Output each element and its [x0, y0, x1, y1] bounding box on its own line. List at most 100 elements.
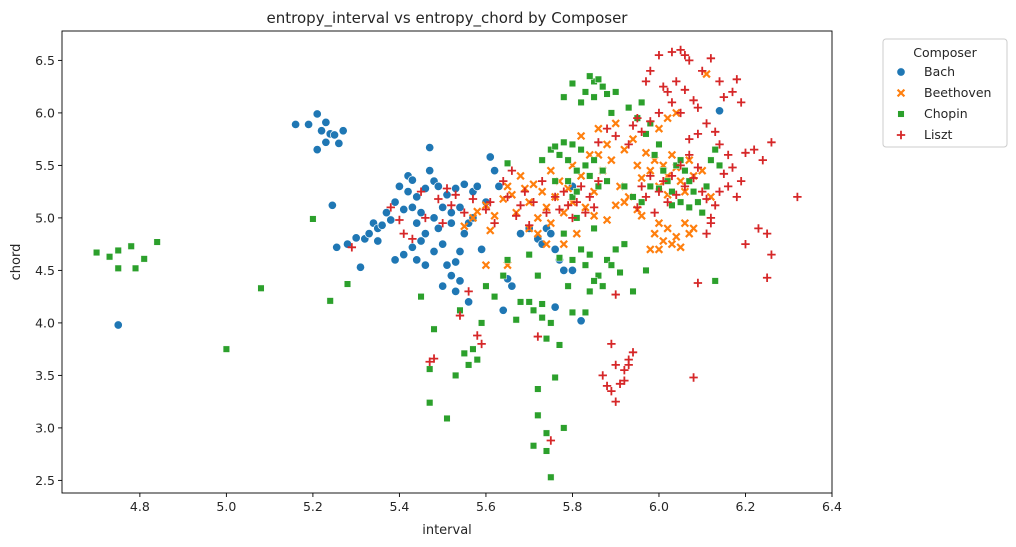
point-bach: [412, 192, 422, 202]
point-chopin: [607, 109, 615, 117]
point-liszt: [793, 192, 802, 202]
point-chopin: [646, 182, 654, 190]
point-liszt: [490, 218, 499, 228]
point-liszt: [680, 50, 690, 60]
point-bach: [355, 262, 366, 272]
point-bach: [455, 246, 465, 257]
legend-marker-beethoven: [896, 88, 906, 98]
point-chopin: [542, 335, 551, 343]
point-liszt: [646, 117, 655, 126]
point-chopin: [581, 161, 589, 169]
point-liszt: [667, 98, 677, 107]
point-beethoven: [637, 211, 646, 220]
point-chopin: [426, 399, 434, 407]
point-liszt: [602, 381, 612, 391]
point-beethoven: [486, 226, 495, 235]
point-beethoven: [650, 229, 659, 238]
point-liszt: [685, 56, 694, 65]
point-liszt: [723, 182, 733, 191]
point-beethoven: [637, 173, 646, 183]
point-liszt: [698, 187, 707, 196]
point-liszt: [477, 339, 486, 349]
point-liszt: [754, 224, 763, 233]
point-chopin: [629, 287, 637, 295]
point-chopin: [504, 256, 512, 264]
point-chopin: [309, 215, 317, 223]
point-beethoven: [589, 211, 599, 220]
point-liszt: [503, 192, 512, 202]
point-beethoven: [654, 218, 664, 228]
point-chopin: [573, 188, 581, 196]
point-bach: [304, 119, 314, 129]
point-liszt: [611, 397, 620, 406]
point-chopin: [629, 193, 637, 201]
legend-title: Composer: [913, 45, 977, 60]
point-liszt: [637, 127, 646, 136]
point-bach: [373, 236, 383, 246]
point-liszt: [559, 187, 568, 196]
point-liszt: [654, 108, 664, 118]
point-beethoven: [546, 166, 555, 175]
point-liszt: [749, 145, 759, 154]
point-bach: [559, 265, 569, 275]
point-liszt: [667, 47, 677, 57]
point-liszt: [460, 208, 469, 217]
x-tick-label: 5.4: [389, 499, 409, 514]
point-bach: [550, 302, 560, 312]
point-chopin: [594, 272, 602, 280]
point-chopin: [114, 246, 122, 254]
point-beethoven: [663, 224, 672, 233]
point-bach: [451, 257, 461, 267]
point-beethoven: [611, 201, 620, 210]
point-bach: [399, 204, 409, 215]
point-beethoven: [576, 131, 586, 141]
point-beethoven: [676, 243, 685, 252]
point-liszt: [481, 205, 491, 214]
y-tick-label: 3.5: [35, 368, 55, 383]
point-chopin: [106, 253, 114, 261]
point-chopin: [620, 182, 628, 190]
point-chopin: [542, 429, 551, 437]
x-tick-label: 5.0: [216, 499, 236, 514]
x-tick-label: 4.8: [130, 499, 150, 514]
point-bach: [490, 166, 500, 176]
point-bach: [714, 106, 725, 116]
point-chopin: [140, 255, 148, 263]
point-liszt: [736, 176, 746, 186]
point-bach: [412, 218, 422, 228]
point-liszt: [732, 192, 742, 202]
point-bach: [498, 305, 508, 315]
point-liszt: [659, 82, 668, 91]
point-beethoven: [542, 239, 551, 249]
point-liszt: [767, 250, 776, 259]
point-beethoven: [633, 161, 642, 170]
point-chopin: [560, 424, 568, 432]
point-liszt: [633, 113, 642, 123]
point-chopin: [443, 414, 451, 422]
legend-label-beethoven: Beethoven: [924, 85, 991, 100]
point-chopin: [482, 282, 490, 290]
point-liszt: [676, 108, 685, 118]
point-chopin: [620, 240, 628, 248]
point-bach: [455, 276, 465, 286]
point-chopin: [491, 293, 499, 301]
point-liszt: [594, 176, 603, 186]
point-liszt: [706, 218, 716, 228]
point-beethoven: [646, 245, 655, 254]
point-liszt: [698, 66, 707, 76]
series-chopin: [93, 72, 724, 481]
point-chopin: [499, 272, 507, 280]
point-beethoven: [628, 134, 638, 144]
point-chopin: [568, 256, 576, 264]
point-liszt: [347, 243, 357, 252]
point-liszt: [555, 205, 564, 214]
point-chopin: [525, 251, 533, 259]
point-bach: [472, 181, 482, 191]
point-bach: [321, 117, 331, 127]
point-chopin: [534, 272, 542, 280]
point-bach: [312, 109, 322, 119]
point-chopin: [594, 75, 602, 83]
point-chopin: [551, 142, 559, 151]
point-chopin: [426, 365, 434, 373]
point-liszt: [706, 54, 716, 63]
